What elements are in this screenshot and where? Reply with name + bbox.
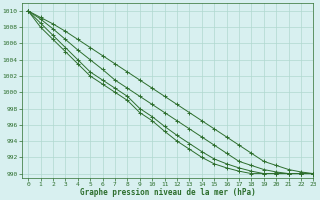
X-axis label: Graphe pression niveau de la mer (hPa): Graphe pression niveau de la mer (hPa)	[80, 188, 256, 197]
